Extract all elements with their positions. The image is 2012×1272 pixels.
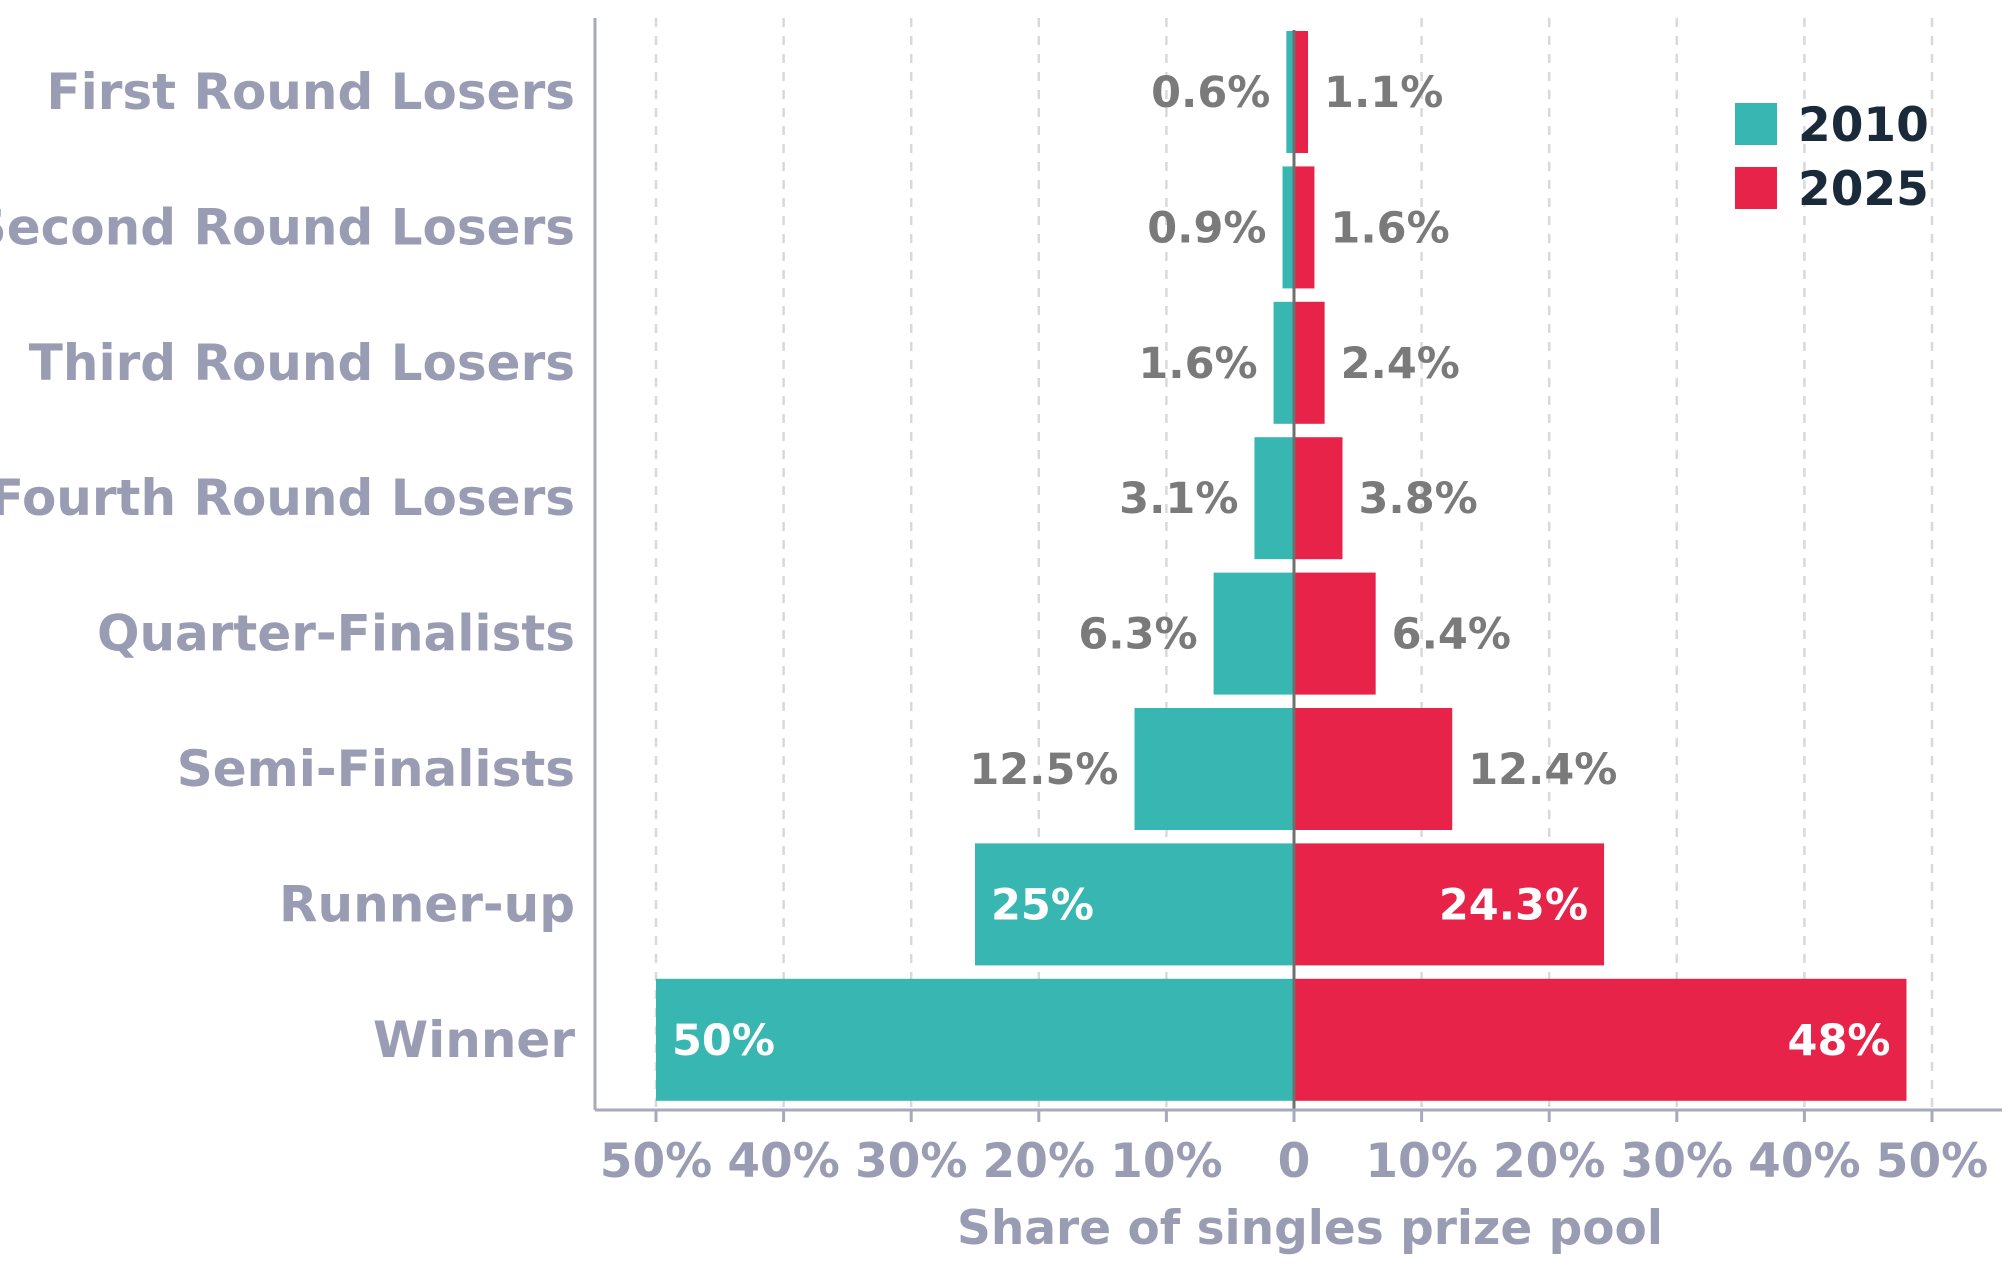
value-label-2025: 2.4% xyxy=(1341,339,1460,389)
category-label: First Round Losers xyxy=(46,63,575,121)
bar-2025 xyxy=(1294,31,1309,153)
value-label-2010: 0.6% xyxy=(1151,68,1270,118)
x-tick-label: 10% xyxy=(1365,1134,1478,1189)
x-tick-label: 50% xyxy=(1876,1134,1989,1189)
bar-2025 xyxy=(1294,572,1376,695)
value-label-2025: 6.4% xyxy=(1392,610,1511,660)
bar-2010 xyxy=(1213,572,1294,695)
category-label: Third Round Losers xyxy=(29,334,575,392)
value-label-2010: 12.5% xyxy=(969,745,1118,795)
x-tick-label: 0 xyxy=(1278,1134,1311,1189)
bar-2010 xyxy=(1282,166,1294,289)
x-axis-title: Share of singles prize pool xyxy=(957,1201,1663,1256)
bar-2010 xyxy=(975,843,1294,966)
x-tick-label: 50% xyxy=(600,1134,713,1189)
category-label: Second Round Losers xyxy=(0,198,575,256)
category-label: Quarter-Finalists xyxy=(97,605,575,663)
category-label: Runner-up xyxy=(279,875,575,933)
bar-2010 xyxy=(656,978,1294,1101)
value-label-2025: 1.6% xyxy=(1330,203,1449,253)
category-label: Winner xyxy=(373,1011,575,1069)
value-label-2010: 1.6% xyxy=(1138,339,1257,389)
legend-swatch-2010 xyxy=(1735,103,1777,145)
bar-2010 xyxy=(1134,708,1294,830)
value-label-2025: 48% xyxy=(1788,1016,1891,1066)
value-label-2025: 1.1% xyxy=(1324,68,1443,118)
x-tick-label: 30% xyxy=(1621,1134,1734,1189)
category-label: Semi-Finalists xyxy=(177,740,575,798)
bar-2025 xyxy=(1294,166,1315,289)
x-tick-label: 20% xyxy=(1493,1134,1606,1189)
value-label-2025: 3.8% xyxy=(1358,474,1477,524)
bar-2025 xyxy=(1294,843,1605,966)
value-label-2010: 25% xyxy=(991,880,1094,930)
value-label-2025: 12.4% xyxy=(1468,745,1617,795)
bar-2010 xyxy=(1254,437,1294,560)
x-tick-label: 40% xyxy=(1748,1134,1861,1189)
value-label-2010: 3.1% xyxy=(1119,474,1238,524)
legend-label-2010: 2010 xyxy=(1798,98,1929,153)
legend-label-2025: 2025 xyxy=(1798,162,1929,217)
x-tick-label: 10% xyxy=(1110,1134,1223,1189)
x-tick-label: 40% xyxy=(727,1134,840,1189)
value-label-2010: 0.9% xyxy=(1147,203,1266,253)
bar-2010 xyxy=(1286,31,1294,153)
value-label-2025: 24.3% xyxy=(1439,880,1588,930)
x-tick-label: 30% xyxy=(855,1134,968,1189)
category-label: Fourth Round Losers xyxy=(0,469,575,527)
x-tick-label: 20% xyxy=(983,1134,1096,1189)
bar-2025 xyxy=(1294,301,1325,424)
value-label-2010: 6.3% xyxy=(1078,610,1197,660)
legend-swatch-2025 xyxy=(1735,167,1777,209)
bar-2010 xyxy=(1273,301,1294,424)
bar-2025 xyxy=(1294,437,1343,560)
bar-2025 xyxy=(1294,978,1907,1101)
bar-2025 xyxy=(1294,708,1453,830)
value-label-2010: 50% xyxy=(672,1016,775,1066)
